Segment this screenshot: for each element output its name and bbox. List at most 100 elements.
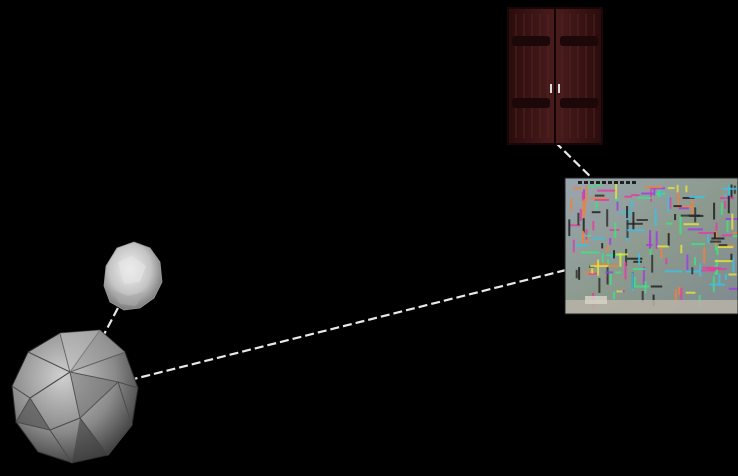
graffiti-stroke (649, 246, 652, 256)
panel-edge-mark (584, 181, 588, 184)
graffiti-stroke (590, 197, 607, 200)
graffiti-stroke (691, 267, 694, 275)
graffiti-stroke (725, 273, 727, 281)
graffiti-stroke (606, 266, 609, 285)
panel-edge-mark (578, 181, 582, 184)
graffiti-stroke (588, 185, 594, 188)
graffiti-stroke (728, 273, 737, 276)
graffiti-stroke (632, 285, 650, 288)
graffiti-stroke (630, 200, 633, 210)
wooden-double-door (507, 7, 603, 145)
graffiti-stroke (613, 250, 615, 259)
graffiti-stroke (732, 231, 738, 234)
graffiti-stroke (722, 187, 738, 190)
graffiti-stroke (660, 186, 663, 197)
graffiti-stroke (713, 232, 716, 239)
graffiti-stroke (689, 196, 706, 199)
graffiti-stroke (709, 283, 725, 286)
graffiti-stroke (609, 238, 612, 245)
graffiti-stroke (615, 184, 618, 200)
graffiti-stroke (711, 237, 725, 240)
panel-edge-mark (608, 181, 612, 184)
graffiti-stroke (667, 187, 675, 190)
graffiti-stroke (616, 290, 623, 293)
graffiti-stroke (678, 207, 689, 210)
graffiti-stroke (593, 263, 608, 266)
graffiti-stroke (676, 205, 692, 208)
graffiti-stroke (720, 202, 723, 215)
graffiti-stroke (592, 237, 605, 240)
graffiti-stroke (657, 245, 669, 248)
graffiti-stroke (666, 222, 673, 225)
large-icosphere (11, 329, 139, 464)
graffiti-stroke (715, 222, 718, 231)
graffiti-stroke (713, 202, 716, 220)
graffiti-stroke (730, 253, 733, 263)
graffiti-stroke (579, 208, 582, 221)
graffiti-stroke (631, 272, 634, 291)
graffiti-stroke (606, 209, 609, 227)
connector-graffiti-wall-panel-to-large-icosphere (117, 268, 567, 385)
graffiti-stroke (654, 209, 657, 227)
small-rock-blob (103, 241, 163, 311)
graffiti-stroke (624, 262, 627, 280)
graffiti-stroke (680, 288, 683, 304)
graffiti-stroke (650, 187, 665, 190)
panel-edge-mark (620, 181, 624, 184)
panel-edge-mark (596, 181, 600, 184)
graffiti-stroke (606, 245, 609, 253)
graffiti-stroke (649, 229, 652, 249)
graffiti-stroke (683, 223, 699, 226)
graffiti-stroke (718, 273, 721, 286)
graffiti-stroke (632, 212, 635, 230)
graffiti-stroke (638, 253, 641, 265)
graffiti-stroke (594, 199, 609, 201)
graffiti-stroke (694, 257, 696, 266)
graffiti-stroke (591, 211, 601, 214)
graffiti-stroke (633, 268, 645, 271)
graffiti-stroke (682, 197, 695, 199)
graffiti-stroke (716, 247, 719, 255)
graffiti-stroke (691, 243, 705, 246)
graffiti-stroke (615, 271, 622, 274)
graffiti-stroke (724, 194, 727, 201)
door-handle-right (558, 84, 560, 93)
graffiti-stroke (660, 247, 663, 258)
graffiti-stroke (730, 184, 733, 199)
graffiti-stroke (673, 205, 682, 208)
graffiti-stroke (591, 268, 594, 274)
graffiti-stroke (581, 191, 584, 201)
graffiti-stroke (728, 287, 738, 290)
graffiti-stroke (582, 199, 585, 218)
graffiti-stroke (571, 244, 589, 247)
graffiti-stroke (609, 271, 612, 286)
graffiti-stroke (699, 263, 702, 277)
graffiti-stroke (595, 200, 598, 210)
graffiti-stroke (680, 214, 697, 217)
graffiti-stroke (701, 269, 716, 272)
graffiti-stroke (597, 259, 600, 276)
graffiti-stroke (585, 229, 588, 240)
graffiti-stroke (583, 189, 585, 204)
graffiti-stroke (619, 211, 633, 214)
graffiti-stroke (676, 184, 679, 193)
graffiti-stroke (578, 267, 581, 280)
graffiti-stroke (732, 257, 735, 273)
graffiti-stroke (633, 277, 636, 287)
graffiti-stroke (727, 195, 730, 214)
graffiti-stroke (616, 253, 628, 256)
graffiti-stroke (702, 266, 721, 269)
panel-edge-mark (632, 181, 636, 184)
graffiti-stroke (714, 260, 733, 263)
graffiti-stroke (651, 254, 654, 273)
graffiti-stroke (601, 243, 604, 249)
panel-edge-mark (590, 181, 594, 184)
connector-wooden-double-door-to-graffiti-wall-panel (554, 141, 598, 184)
graffiti-stroke (626, 222, 643, 225)
graffiti-stroke (610, 253, 613, 259)
graffiti-stroke (724, 200, 727, 209)
graffiti-stroke (631, 194, 640, 197)
graffiti-stroke (590, 265, 609, 268)
graffiti-stroke (636, 219, 648, 221)
panel-edge-mark (602, 181, 606, 184)
